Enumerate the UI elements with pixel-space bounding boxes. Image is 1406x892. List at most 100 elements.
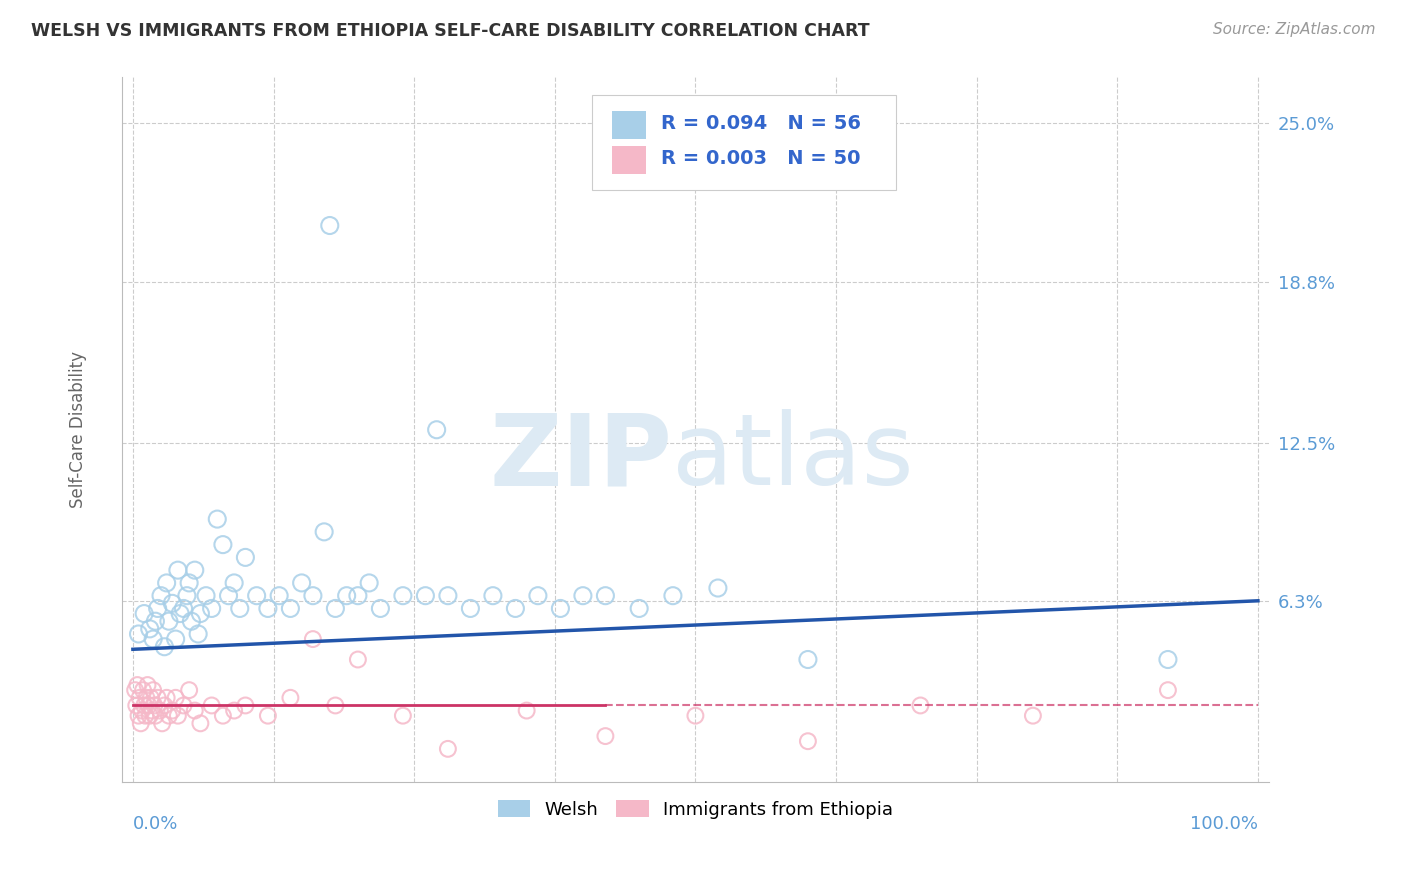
- Point: [516, 704, 538, 718]
- Text: WELSH VS IMMIGRANTS FROM ETHIOPIA SELF-CARE DISABILITY CORRELATION CHART: WELSH VS IMMIGRANTS FROM ETHIOPIA SELF-C…: [31, 22, 869, 40]
- Point: [162, 704, 184, 718]
- Point: [325, 601, 347, 615]
- Point: [128, 627, 150, 641]
- Point: [302, 632, 325, 646]
- Point: [138, 698, 160, 713]
- Point: [505, 601, 527, 615]
- Point: [685, 708, 707, 723]
- Point: [132, 683, 155, 698]
- Point: [527, 589, 550, 603]
- Point: [127, 678, 149, 692]
- Point: [187, 627, 209, 641]
- Point: [628, 601, 651, 615]
- Point: [162, 596, 184, 610]
- Point: [150, 589, 173, 603]
- Point: [149, 704, 172, 718]
- Point: [235, 550, 257, 565]
- Point: [207, 512, 229, 526]
- Point: [229, 601, 252, 615]
- Point: [179, 575, 201, 590]
- Point: [180, 614, 202, 628]
- Point: [190, 716, 212, 731]
- Point: [131, 704, 153, 718]
- Point: [128, 708, 150, 723]
- Point: [143, 698, 166, 713]
- Point: [139, 690, 162, 705]
- Bar: [612, 111, 647, 139]
- Point: [280, 690, 302, 705]
- Point: [662, 589, 685, 603]
- Point: [257, 601, 280, 615]
- Point: [707, 581, 730, 595]
- Bar: [612, 145, 647, 174]
- Text: ZIP: ZIP: [489, 409, 672, 507]
- Point: [124, 683, 146, 698]
- Point: [392, 589, 415, 603]
- Point: [156, 575, 179, 590]
- Text: Self-Care Disability: Self-Care Disability: [69, 351, 87, 508]
- Point: [146, 690, 169, 705]
- Point: [146, 601, 169, 615]
- Point: [128, 690, 150, 705]
- Point: [167, 563, 190, 577]
- Point: [550, 601, 572, 615]
- Point: [218, 589, 240, 603]
- Point: [291, 575, 314, 590]
- Point: [415, 589, 437, 603]
- Point: [392, 708, 415, 723]
- Point: [153, 698, 176, 713]
- Point: [190, 607, 212, 621]
- Point: [176, 589, 198, 603]
- Point: [129, 716, 152, 731]
- Point: [165, 690, 187, 705]
- Point: [139, 708, 162, 723]
- Point: [347, 652, 370, 666]
- Point: [125, 698, 148, 713]
- Point: [136, 678, 159, 692]
- Point: [184, 563, 207, 577]
- Point: [135, 690, 157, 705]
- Point: [169, 607, 191, 621]
- Text: 0.0%: 0.0%: [134, 815, 179, 833]
- Legend: Welsh, Immigrants from Ethiopia: Welsh, Immigrants from Ethiopia: [491, 793, 900, 826]
- Point: [319, 219, 342, 233]
- Point: [280, 601, 302, 615]
- Point: [257, 708, 280, 723]
- Point: [437, 742, 460, 756]
- Point: [426, 423, 449, 437]
- Text: Source: ZipAtlas.com: Source: ZipAtlas.com: [1212, 22, 1375, 37]
- Point: [370, 601, 392, 615]
- Text: 100.0%: 100.0%: [1189, 815, 1258, 833]
- Point: [302, 589, 325, 603]
- Point: [269, 589, 291, 603]
- Point: [142, 683, 165, 698]
- Point: [482, 589, 505, 603]
- Point: [195, 589, 218, 603]
- Point: [314, 524, 336, 539]
- Point: [153, 640, 176, 654]
- Point: [235, 698, 257, 713]
- Point: [156, 690, 179, 705]
- Point: [212, 538, 235, 552]
- Point: [201, 601, 224, 615]
- Point: [1157, 652, 1180, 666]
- Point: [139, 622, 162, 636]
- Point: [179, 683, 201, 698]
- Text: R = 0.094   N = 56: R = 0.094 N = 56: [661, 114, 860, 133]
- Point: [224, 575, 246, 590]
- Point: [173, 601, 195, 615]
- Point: [212, 708, 235, 723]
- Point: [150, 716, 173, 731]
- Point: [201, 698, 224, 713]
- Point: [184, 704, 207, 718]
- Point: [134, 708, 156, 723]
- Point: [359, 575, 381, 590]
- Point: [145, 708, 167, 723]
- Point: [145, 614, 167, 628]
- Point: [595, 729, 617, 743]
- Point: [134, 607, 156, 621]
- Point: [165, 632, 187, 646]
- Point: [157, 614, 180, 628]
- Point: [336, 589, 359, 603]
- FancyBboxPatch shape: [592, 95, 896, 190]
